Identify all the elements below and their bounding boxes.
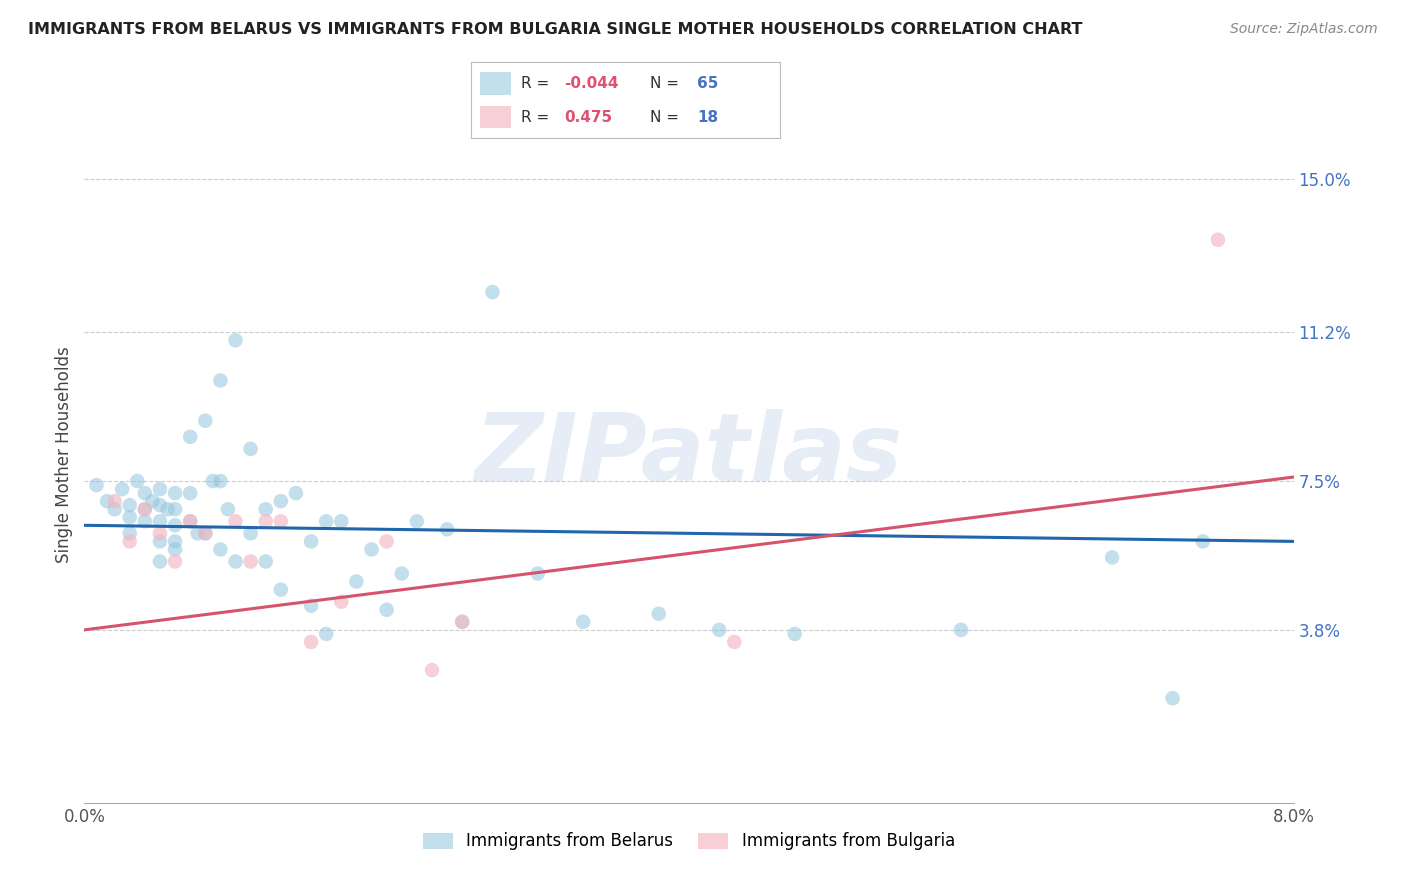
Point <box>118 534 141 549</box>
Point <box>134 502 156 516</box>
Point <box>1206 233 1229 247</box>
Point <box>239 526 262 541</box>
Point <box>254 502 277 516</box>
Point <box>225 554 247 568</box>
Point <box>375 534 398 549</box>
Point <box>299 534 322 549</box>
Point <box>270 582 292 597</box>
Text: 0.475: 0.475 <box>564 110 612 125</box>
Point <box>179 486 201 500</box>
Text: N =: N = <box>651 76 679 91</box>
Point <box>406 514 429 528</box>
Point <box>165 486 187 500</box>
Point <box>950 623 973 637</box>
Point <box>194 526 217 541</box>
Point <box>134 486 156 500</box>
Point <box>209 374 232 388</box>
Point <box>572 615 595 629</box>
Point <box>96 494 118 508</box>
Text: N =: N = <box>651 110 679 125</box>
Point <box>86 478 108 492</box>
Point <box>149 554 172 568</box>
Text: -0.044: -0.044 <box>564 76 619 91</box>
Point <box>201 474 224 488</box>
Point <box>270 514 292 528</box>
Point <box>165 502 187 516</box>
Point <box>648 607 671 621</box>
Point <box>149 526 172 541</box>
Point <box>209 542 232 557</box>
Point <box>134 514 156 528</box>
Point <box>165 534 187 549</box>
Point <box>104 502 127 516</box>
Point <box>118 526 141 541</box>
Point <box>111 482 134 496</box>
Text: IMMIGRANTS FROM BELARUS VS IMMIGRANTS FROM BULGARIA SINGLE MOTHER HOUSEHOLDS COR: IMMIGRANTS FROM BELARUS VS IMMIGRANTS FR… <box>28 22 1083 37</box>
Point <box>187 526 209 541</box>
Text: 65: 65 <box>697 76 718 91</box>
Point <box>420 663 443 677</box>
Bar <box>481 105 512 128</box>
Point <box>254 514 277 528</box>
Point <box>209 474 232 488</box>
Point <box>239 554 262 568</box>
Point <box>149 482 172 496</box>
Point <box>315 514 337 528</box>
Point <box>391 566 413 581</box>
Point <box>141 494 163 508</box>
Point <box>165 554 187 568</box>
Point <box>225 334 247 348</box>
Point <box>285 486 308 500</box>
Point <box>527 566 550 581</box>
Point <box>225 514 247 528</box>
Point <box>134 502 156 516</box>
Text: R =: R = <box>520 110 548 125</box>
Point <box>783 627 806 641</box>
Text: R =: R = <box>520 76 548 91</box>
Point <box>315 627 337 641</box>
Point <box>104 494 127 508</box>
Point <box>723 635 745 649</box>
Point <box>149 514 172 528</box>
Point <box>451 615 474 629</box>
Point <box>451 615 474 629</box>
Point <box>436 522 458 536</box>
Point <box>217 502 239 516</box>
Point <box>194 414 217 428</box>
Point <box>179 514 201 528</box>
Bar <box>481 72 512 95</box>
Point <box>156 502 179 516</box>
Text: Source: ZipAtlas.com: Source: ZipAtlas.com <box>1230 22 1378 37</box>
Point <box>179 430 201 444</box>
Point <box>709 623 731 637</box>
Point <box>127 474 149 488</box>
Point <box>299 635 322 649</box>
Point <box>165 518 187 533</box>
Legend: Immigrants from Belarus, Immigrants from Bulgaria: Immigrants from Belarus, Immigrants from… <box>416 826 962 857</box>
Point <box>346 574 368 589</box>
Point <box>270 494 292 508</box>
Point <box>118 510 141 524</box>
Point <box>330 595 353 609</box>
Point <box>330 514 353 528</box>
Point <box>179 514 201 528</box>
Point <box>360 542 382 557</box>
Point <box>118 498 141 512</box>
Point <box>299 599 322 613</box>
Text: 18: 18 <box>697 110 718 125</box>
Text: ZIPatlas: ZIPatlas <box>475 409 903 501</box>
Point <box>239 442 262 456</box>
Point <box>1101 550 1123 565</box>
Point <box>149 498 172 512</box>
Point <box>375 603 398 617</box>
Point <box>481 285 503 299</box>
Y-axis label: Single Mother Households: Single Mother Households <box>55 347 73 563</box>
Point <box>1161 691 1184 706</box>
Point <box>254 554 277 568</box>
Point <box>149 534 172 549</box>
Point <box>1192 534 1215 549</box>
Point <box>165 542 187 557</box>
Point <box>194 526 217 541</box>
